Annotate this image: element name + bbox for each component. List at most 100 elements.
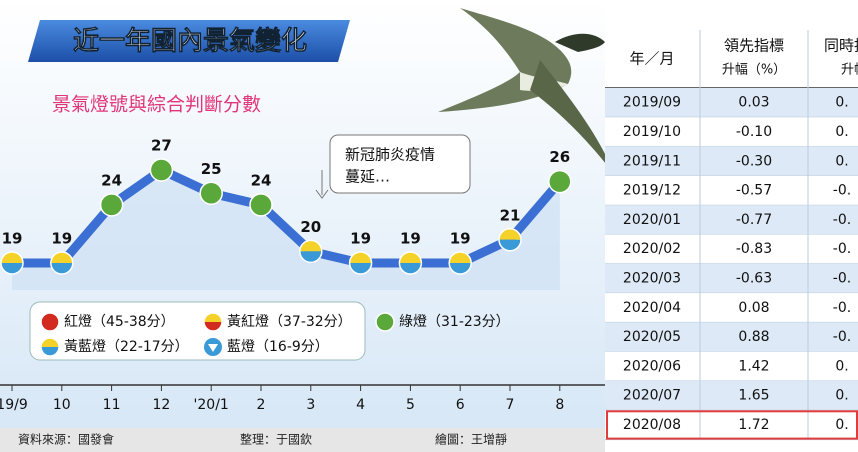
- data-label: 21: [500, 206, 521, 224]
- table-header: 領先指標: [724, 37, 784, 55]
- marker: [250, 194, 272, 216]
- table-header: 同時指標: [824, 37, 858, 55]
- table-header: 升幅: [841, 63, 858, 78]
- marker-fill: [250, 194, 272, 216]
- table-cell: 1.72: [738, 417, 769, 433]
- table-cell: -0.: [833, 212, 851, 228]
- table-cell: 2019/11: [623, 153, 681, 169]
- table-cell: -0.83: [736, 241, 772, 257]
- data-label: 24: [251, 171, 272, 189]
- table-cell: 0.03: [738, 95, 769, 111]
- x-tick-label: 7: [506, 397, 515, 413]
- x-tick-label: '20/1: [194, 397, 229, 413]
- x-tick-label: 3: [306, 397, 315, 413]
- callout: 新冠肺炎疫情蔓延…: [316, 135, 470, 198]
- marker: [399, 252, 421, 274]
- marker-fill: [41, 313, 59, 331]
- legend-item: 黃藍燈（22-17分）: [41, 338, 189, 356]
- x-tick-label: 4: [356, 397, 365, 413]
- data-label: 19: [51, 230, 72, 248]
- footer-text: 繪圖：王增靜: [435, 432, 507, 447]
- marker-fill: [200, 182, 222, 204]
- x-tick-label: 19/9: [0, 397, 28, 413]
- x-tick-label: 6: [456, 397, 465, 413]
- data-label: 19: [350, 230, 371, 248]
- marker: [549, 171, 571, 193]
- x-tick-label: 2: [257, 397, 266, 413]
- marker: [200, 182, 222, 204]
- marker: [350, 252, 372, 274]
- table: 2019/09 0.03 0. 2019/10 -0.10 0. 2019/11 -0.30 0…: [605, 30, 858, 440]
- legend-label: 藍燈（16-9分）: [227, 339, 329, 355]
- table-cell: 0.: [835, 417, 848, 433]
- x-tick-label: 5: [406, 397, 415, 413]
- marker: [300, 240, 322, 262]
- table-cell: 2020/05: [623, 329, 681, 345]
- table-cell: 0.: [835, 124, 848, 140]
- table-cell: 2020/06: [623, 358, 681, 374]
- footer-text: 整理：于國欽: [240, 432, 312, 447]
- marker: [499, 229, 521, 251]
- table-cell: 0.08: [738, 300, 769, 316]
- data-label: 20: [300, 218, 321, 236]
- legend-label: 紅燈（45-38分）: [64, 314, 175, 330]
- table-cell: 0.88: [738, 329, 769, 345]
- legend-label: 綠燈（31-23分）: [399, 314, 510, 330]
- table-cell: 2020/04: [623, 300, 681, 316]
- table-cell: 1.42: [738, 358, 769, 374]
- data-label: 19: [450, 230, 471, 248]
- table-cell: -0.: [833, 329, 851, 345]
- table-cell: -0.: [833, 241, 851, 257]
- table-header: 升幅（%）: [722, 63, 786, 78]
- table-cell: 2019/09: [623, 95, 681, 111]
- marker: [101, 194, 123, 216]
- x-tick-label: 10: [53, 397, 71, 413]
- marker-fill: [376, 313, 394, 331]
- marker-fill: [150, 159, 172, 181]
- legend-label: 黃藍燈（22-17分）: [64, 339, 189, 355]
- chart-subtitle: 景氣燈號與綜合判斷分數: [52, 94, 261, 116]
- marker-fill: [549, 171, 571, 193]
- chart-title: 近一年國內景氣變化: [73, 26, 307, 57]
- table-cell: -0.57: [736, 183, 772, 199]
- table-cell: -0.63: [736, 270, 772, 286]
- table-cell: -0.30: [736, 153, 772, 169]
- marker: [204, 313, 222, 331]
- data-label: 24: [101, 171, 122, 189]
- table-cell: 1.65: [738, 388, 769, 404]
- legend-item: 黃紅燈（37-32分）: [204, 313, 352, 331]
- table-cell: 2019/10: [623, 124, 681, 140]
- marker: [150, 159, 172, 181]
- table-cell: -0.77: [736, 212, 772, 228]
- table-cell: 0.: [835, 388, 848, 404]
- annotation: 蔓延…: [345, 168, 390, 186]
- marker-fill: [101, 194, 123, 216]
- table-cell: 2020/03: [623, 270, 681, 286]
- marker: [41, 313, 59, 331]
- table-cell: 2020/01: [623, 212, 681, 228]
- marker: [51, 252, 73, 274]
- table-cell: 2019/12: [623, 183, 681, 199]
- table-cell: 2020/02: [623, 241, 681, 257]
- footer-text: 資料來源：國發會: [18, 432, 114, 447]
- marker: [41, 338, 59, 356]
- marker: [1, 252, 23, 274]
- table-cell: 2020/08: [623, 417, 681, 433]
- table-cell: -0.: [833, 300, 851, 316]
- annotation: 新冠肺炎疫情: [345, 146, 435, 164]
- data-label: 19: [400, 230, 421, 248]
- data-label: 26: [549, 148, 570, 166]
- x-tick-label: 12: [152, 397, 170, 413]
- marker: [449, 252, 471, 274]
- table-header: 年／月: [629, 50, 674, 68]
- table-cell: -0.: [833, 183, 851, 199]
- x-tick-label: 8: [555, 397, 564, 413]
- table-cell: -0.10: [736, 124, 772, 140]
- table-cell: -0.: [833, 270, 851, 286]
- data-label: 25: [201, 160, 222, 178]
- data-label: 27: [151, 137, 172, 155]
- marker: [376, 313, 394, 331]
- table-cell: 0.: [835, 95, 848, 111]
